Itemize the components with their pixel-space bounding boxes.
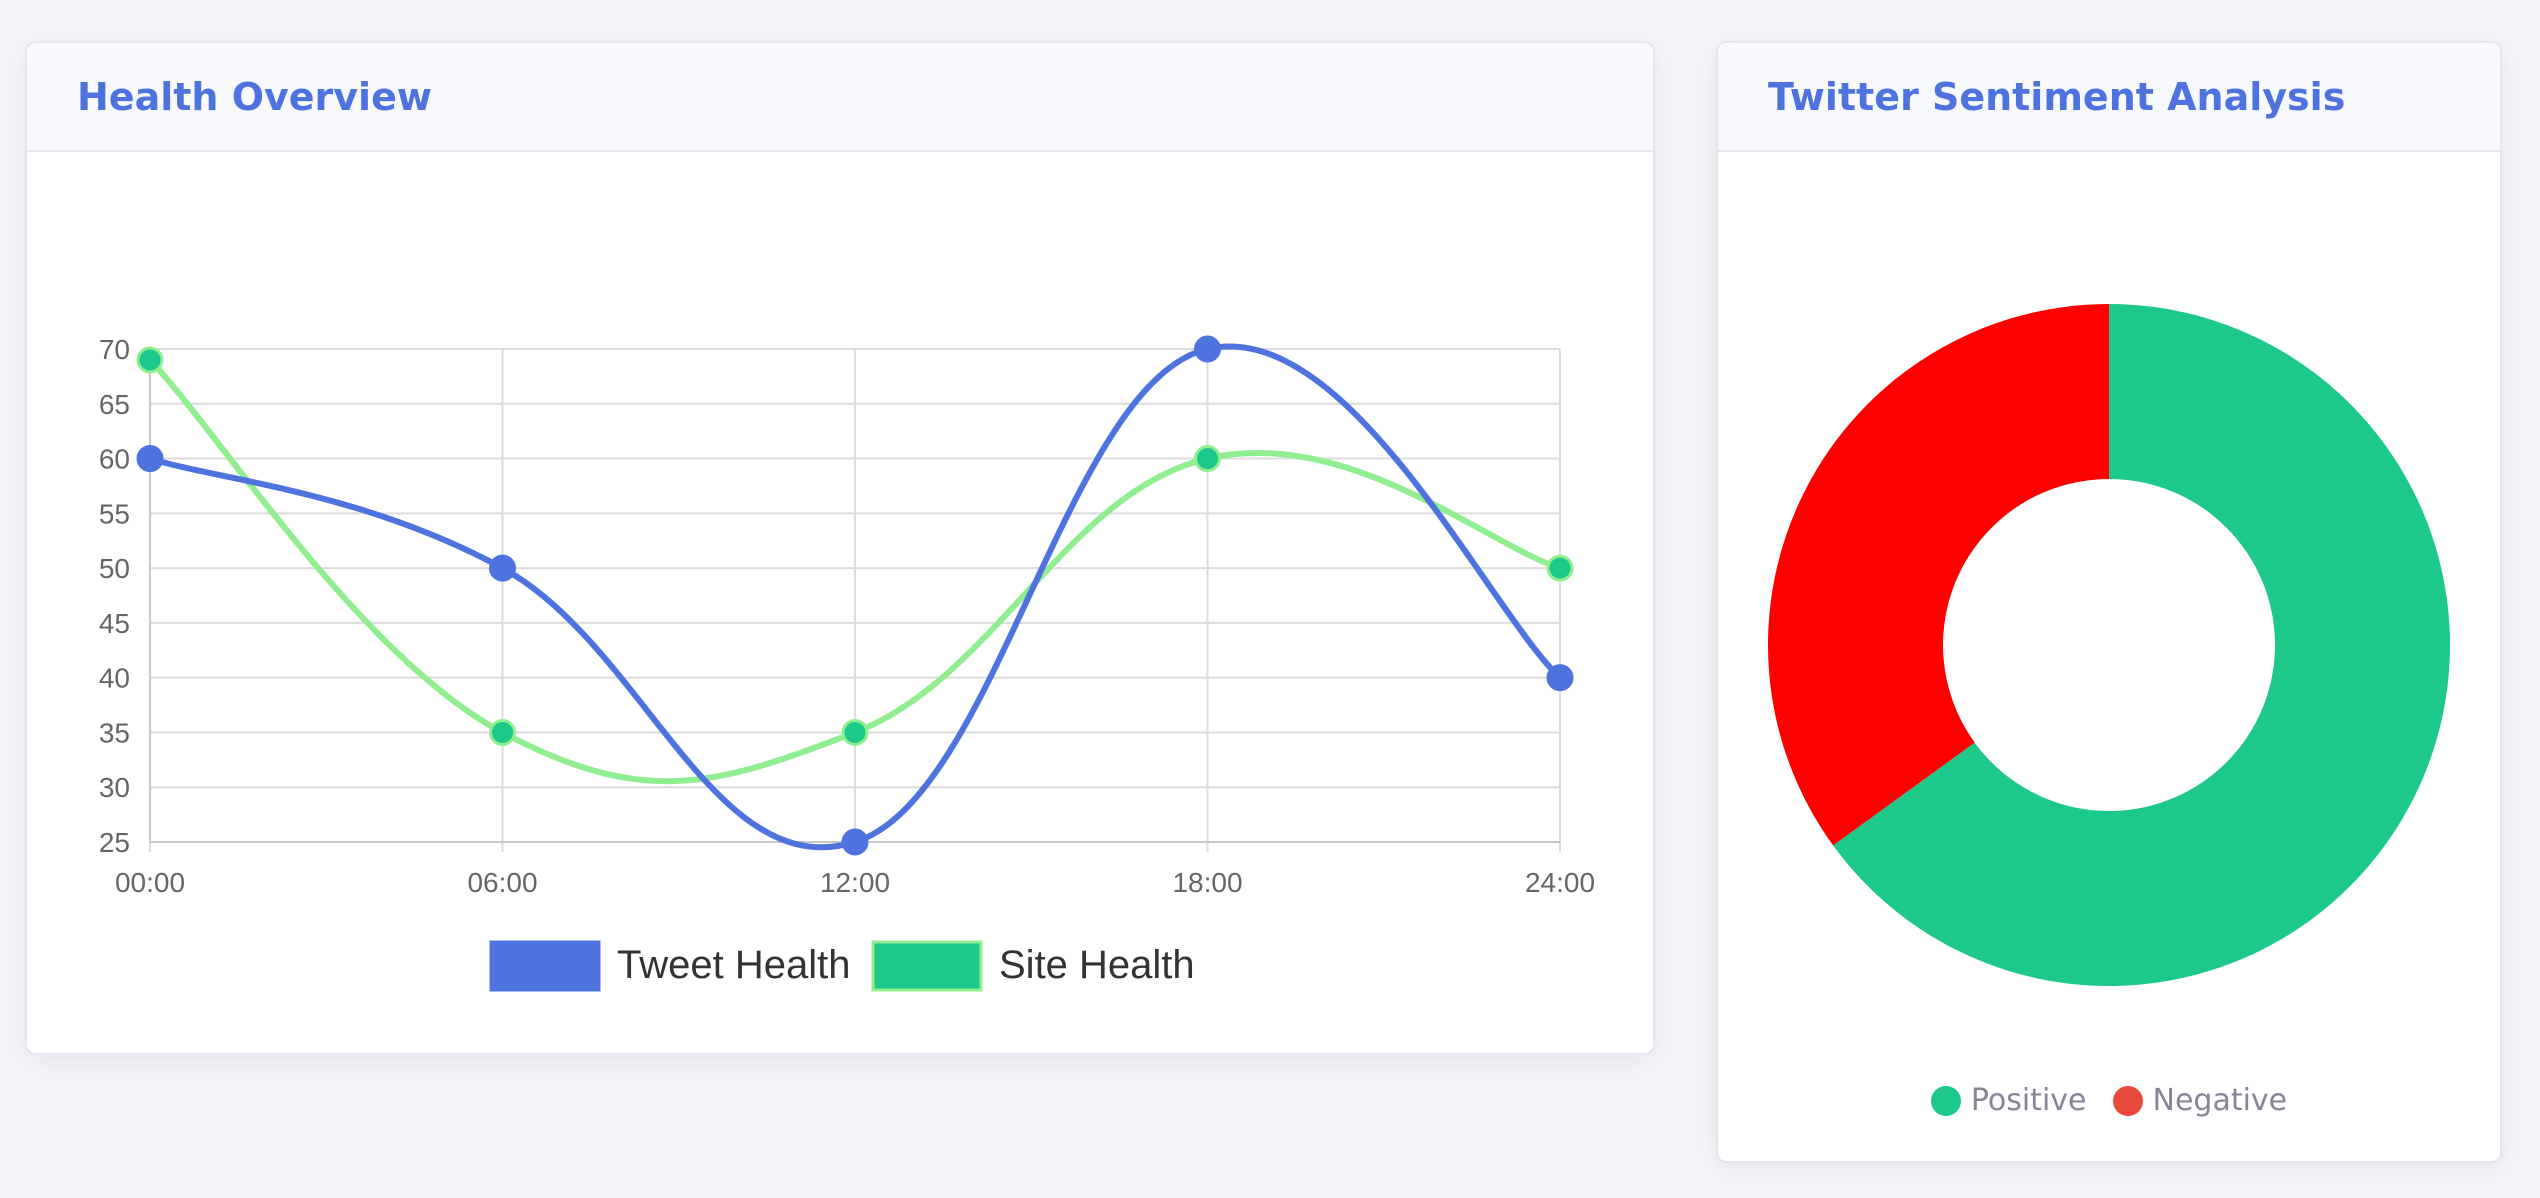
- tweet-health-point: [489, 554, 516, 582]
- site-health-point: [841, 718, 869, 746]
- y-tick-label: 70: [99, 334, 130, 365]
- tweet-health-point: [841, 828, 869, 856]
- positive-slice: [1833, 304, 2450, 987]
- y-tick-label: 40: [99, 663, 130, 694]
- y-tick-label: 60: [99, 444, 130, 475]
- y-tick-label: 45: [99, 608, 130, 639]
- x-tick-label: 18:00: [1172, 867, 1242, 898]
- chart-legend: Tweet Health Site Health: [489, 940, 1195, 992]
- tweet-health-legend-label: Tweet Health: [617, 943, 850, 987]
- tweet-health-point: [136, 445, 164, 473]
- site-health-legend-swatch: [871, 940, 983, 992]
- sentiment-card: Twitter Sentiment Analysis Positive Nega…: [1716, 41, 2502, 1163]
- tweet-health-point: [1546, 664, 1574, 692]
- y-tick-label: 50: [99, 553, 130, 584]
- legend-item-negative[interactable]: Negative: [2112, 1083, 2288, 1118]
- legend-item-positive[interactable]: Positive: [1930, 1083, 2087, 1118]
- y-tick-label: 55: [99, 498, 130, 529]
- legend-label-negative: Negative: [2152, 1083, 2288, 1118]
- site-health-point: [1546, 554, 1574, 582]
- x-tick-label: 00:00: [115, 867, 185, 898]
- site-health-point: [489, 718, 516, 746]
- y-tick-label: 65: [99, 389, 130, 420]
- health-line-chart: 25 30 35 40 45 50 55 60 65 70 00:00 06:00 12:00 18:0…: [99, 334, 1595, 992]
- sentiment-donut-chart: [1768, 304, 2450, 987]
- y-tick-label: 35: [99, 717, 130, 748]
- positive-swatch: [1930, 1085, 1961, 1116]
- y-tick-label: 30: [99, 772, 130, 803]
- chart-grid: [149, 348, 1561, 852]
- sentiment-header: Twitter Sentiment Analysis: [1718, 43, 2500, 152]
- x-tick-label: 12:00: [820, 867, 890, 898]
- x-tick-label: 06:00: [467, 867, 537, 898]
- negative-swatch: [2112, 1085, 2143, 1116]
- sentiment-legend: Positive Negative: [1718, 1083, 2500, 1118]
- site-health-point: [1194, 445, 1221, 473]
- health-overview-title: Health Overview: [77, 74, 432, 119]
- negative-slice: [1768, 304, 2109, 846]
- legend-label-positive: Positive: [1970, 1083, 2087, 1118]
- site-health-legend-label: Site Health: [999, 943, 1195, 987]
- y-axis-ticks: 25 30 35 40 45 50 55 60 65 70: [99, 334, 130, 858]
- health-overview-card: Health Overview 25 30 35 40 45 50 55 60 65 70 00:…: [25, 41, 1655, 1055]
- sentiment-title: Twitter Sentiment Analysis: [1768, 74, 2346, 119]
- x-tick-label: 24:00: [1525, 867, 1595, 898]
- tweet-health-line: [149, 343, 1563, 851]
- site-health-point: [136, 346, 164, 374]
- tweet-health-point: [1194, 335, 1221, 363]
- series-points: [136, 335, 1574, 856]
- tweet-health-legend-swatch: [489, 940, 601, 992]
- x-axis-ticks: 00:00 06:00 12:00 18:00 24:00: [115, 867, 1595, 898]
- health-overview-header: Health Overview: [27, 43, 1653, 152]
- y-tick-label: 25: [99, 827, 130, 858]
